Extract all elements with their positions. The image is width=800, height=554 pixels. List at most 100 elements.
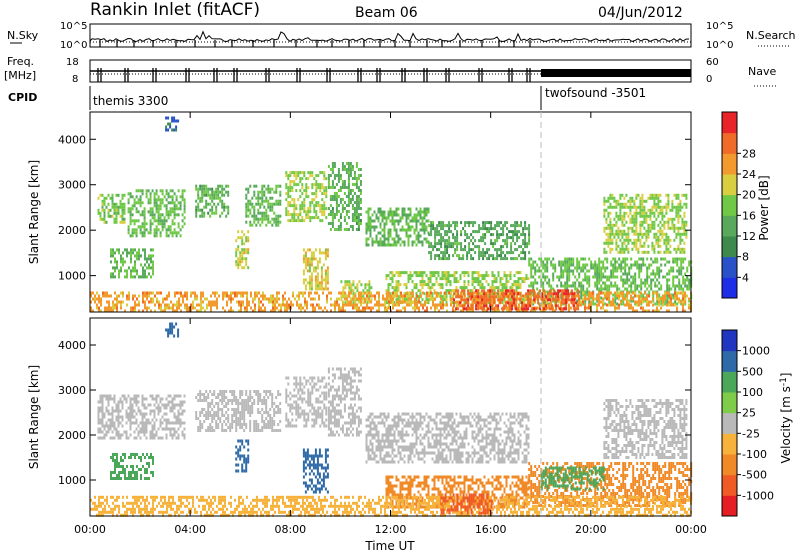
nsky-tick-top: 10^5 <box>60 21 87 32</box>
heatmap-cell <box>241 260 244 264</box>
heatmap-cell <box>346 300 348 304</box>
heatmap-cell <box>444 242 447 246</box>
heatmap-cell <box>411 216 414 220</box>
heatmap-cell <box>350 283 353 287</box>
heatmap-cell <box>312 251 315 255</box>
heatmap-cell <box>205 193 208 197</box>
heatmap-cell <box>308 294 310 298</box>
heatmap-cell <box>483 289 486 293</box>
heatmap-cell <box>201 208 204 212</box>
heatmap-cell <box>621 205 624 209</box>
heatmap-cell <box>179 204 182 208</box>
heatmap-cell <box>377 210 380 214</box>
heatmap-cell <box>605 241 608 245</box>
heatmap-cell <box>307 195 310 199</box>
heatmap-cell <box>442 236 445 240</box>
heatmap-cell <box>295 189 298 193</box>
heatmap-cell <box>501 307 504 311</box>
heatmap-cell <box>115 220 118 224</box>
heatmap-cell <box>517 283 520 287</box>
heatmap-cell <box>598 275 601 279</box>
heatmap-cell <box>509 277 512 281</box>
heatmap-cell <box>339 198 342 201</box>
heatmap-cell <box>436 227 439 231</box>
heatmap-cell <box>554 290 557 294</box>
heatmap-cell <box>146 257 148 261</box>
heatmap-cell <box>623 229 626 233</box>
heatmap-cell <box>117 205 120 209</box>
heatmap-cell <box>620 291 622 295</box>
heatmap-cell <box>618 263 621 267</box>
heatmap-cell <box>311 171 314 175</box>
heatmap-cell <box>184 303 186 307</box>
heatmap-cell <box>506 233 509 237</box>
heatmap-cell <box>206 303 208 307</box>
heatmap-cell <box>504 239 507 243</box>
heatmap-cell <box>496 233 499 237</box>
heatmap-cell <box>359 168 362 171</box>
heatmap-cell <box>434 306 436 310</box>
heatmap-cell <box>438 248 441 252</box>
heatmap-cell <box>497 289 500 293</box>
heatmap-cell <box>395 286 398 290</box>
heatmap-cell <box>102 291 104 295</box>
heatmap-cell <box>456 245 459 249</box>
heatmap-cell <box>663 250 666 254</box>
heatmap-cell <box>127 231 130 235</box>
heatmap-cell <box>450 300 452 304</box>
heatmap-cell <box>594 263 597 267</box>
heatmap-cell <box>308 278 311 282</box>
heatmap-cell <box>632 281 635 285</box>
heatmap-cell <box>322 251 325 255</box>
heatmap-cell <box>436 233 439 237</box>
heatmap-cell <box>170 300 172 304</box>
heatmap-cell <box>548 281 551 285</box>
heatmap-cell <box>666 278 669 282</box>
heatmap-cell <box>195 208 198 212</box>
heatmap-cell <box>558 278 561 282</box>
heatmap-cell <box>475 301 478 305</box>
heatmap-cell <box>639 202 642 206</box>
heatmap-cell <box>135 228 138 232</box>
heatmap-cell <box>637 247 640 251</box>
heatmap-cell <box>403 271 406 275</box>
heatmap-cell <box>383 231 386 235</box>
heatmap-cell <box>287 189 290 193</box>
heatmap-cell <box>155 201 158 205</box>
heatmap-cell <box>636 300 638 304</box>
heatmap-cell <box>333 174 336 177</box>
heatmap-cell <box>310 303 312 307</box>
heatmap-cell <box>580 287 583 291</box>
heatmap-cell <box>682 281 685 285</box>
heatmap-cell <box>272 297 274 301</box>
heatmap-cell <box>684 257 687 261</box>
heatmap-cell <box>644 309 646 313</box>
heatmap-cell <box>664 297 666 301</box>
heatmap-cell <box>392 300 394 304</box>
heatmap-cell <box>480 303 482 307</box>
heatmap-cell <box>151 189 154 193</box>
heatmap-cell <box>150 254 152 258</box>
heatmap-cell <box>142 291 144 295</box>
heatmap-cell <box>495 286 498 290</box>
heatmap-cell <box>463 292 466 296</box>
heatmap-cell <box>622 278 625 282</box>
heatmap-cell <box>299 207 302 211</box>
heatmap-cell <box>338 291 340 295</box>
heatmap-cell <box>145 189 148 193</box>
heatmap-cell <box>654 272 657 276</box>
heatmap-cell <box>484 233 487 237</box>
heatmap-cell <box>331 213 334 216</box>
heatmap-cell <box>647 244 650 248</box>
heatmap-cell <box>255 223 258 227</box>
heatmap-cell <box>192 291 194 295</box>
heatmap-cell <box>355 198 358 201</box>
heatmap-cell <box>505 301 508 305</box>
heatmap-cell <box>211 208 214 212</box>
heatmap-cell <box>624 272 627 276</box>
heatmap-cell <box>564 284 567 288</box>
heatmap-cell <box>136 272 138 276</box>
heatmap-cell <box>370 294 372 298</box>
heatmap-cell <box>439 286 442 290</box>
heatmap-cell <box>124 260 126 264</box>
